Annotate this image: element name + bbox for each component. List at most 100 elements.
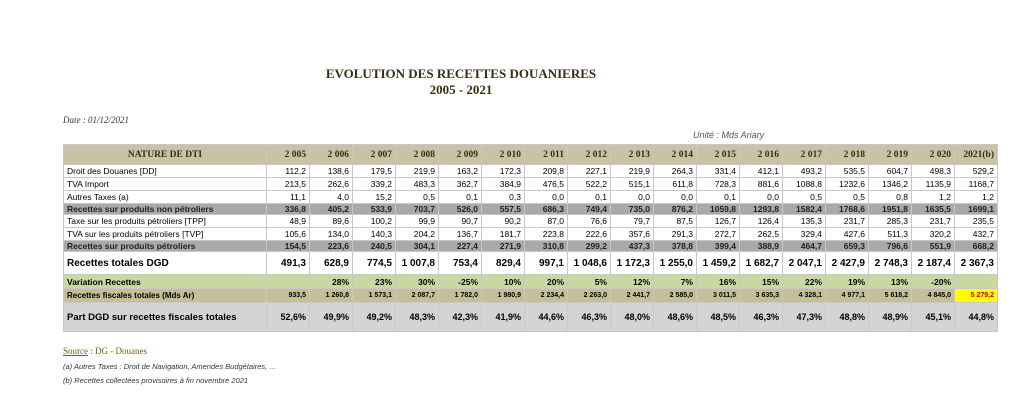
table-cell: 22% <box>782 274 826 289</box>
table-cell: 181,7 <box>481 227 525 241</box>
table-cell: 427,6 <box>825 227 869 241</box>
table-cell: 1768,6 <box>825 203 869 215</box>
table-cell: 0,1 <box>438 190 482 204</box>
header-year: 2 020 <box>911 144 955 165</box>
table-cell: 264,3 <box>653 164 697 178</box>
table-cell: 3 635,3 <box>739 288 783 303</box>
table-cell: 48,0% <box>610 302 654 332</box>
table-cell: 1 007,8 <box>395 251 439 275</box>
table-cell: 483,3 <box>395 177 439 191</box>
table-cell: 285,3 <box>868 214 912 228</box>
table-cell: 749,4 <box>567 203 611 215</box>
table-cell: 231,7 <box>911 214 955 228</box>
table-cell: 271,9 <box>481 240 525 252</box>
table-cell: 0,5 <box>395 190 439 204</box>
table-cell: 209,8 <box>524 164 568 178</box>
table-cell: 2 748,3 <box>868 251 912 275</box>
header-nature: NATURE DE DTI <box>63 144 267 165</box>
table-cell: 46,3% <box>567 302 611 332</box>
table-cell: 1135,9 <box>911 177 955 191</box>
table-cell: 140,3 <box>352 227 396 241</box>
table-cell: 2 585,0 <box>653 288 697 303</box>
table-cell: 90,7 <box>438 214 482 228</box>
row-label: TVA sur les produits pétroliers [TVP] <box>63 227 267 241</box>
table-cell: 100,2 <box>352 214 396 228</box>
report-title: EVOLUTION DES RECETTES DOUANIERES <box>325 66 597 81</box>
table-cell: 179,5 <box>352 164 396 178</box>
table-cell: 48,9 <box>266 214 310 228</box>
table-cell: 933,5 <box>266 288 310 303</box>
header-year: 2 010 <box>481 144 525 165</box>
table-cell: 336,8 <box>266 203 310 215</box>
table-cell: 997,1 <box>524 251 568 275</box>
table-cell: 299,2 <box>567 240 611 252</box>
table-row: Recettes sur produits pétroliers 154,5 223… <box>63 240 998 252</box>
table-cell: 3 011,5 <box>696 288 740 303</box>
table-cell: 796,6 <box>868 240 912 252</box>
table-cell: 48,9% <box>868 302 912 332</box>
table-cell: 4 977,1 <box>825 288 869 303</box>
header-year: 2 012 <box>567 144 611 165</box>
table-cell: 222,6 <box>567 227 611 241</box>
table-cell: 362,7 <box>438 177 482 191</box>
table-cell: 526,0 <box>438 203 482 215</box>
table-cell: 272,7 <box>696 227 740 241</box>
table-cell: 529,2 <box>954 164 998 178</box>
row-label: Variation Recettes <box>63 274 267 289</box>
table-cell: 28% <box>309 274 353 289</box>
report-period: 2005 - 2021 <box>429 82 493 97</box>
table-cell: 1346,2 <box>868 177 912 191</box>
table-row: Recettes totales DGD 491,3 628,9 774,5 1 007… <box>63 251 998 275</box>
row-label: Part DGD sur recettes fiscales totales <box>63 302 267 332</box>
table-cell: 2 367,3 <box>954 251 998 275</box>
table-cell: 399,4 <box>696 240 740 252</box>
table-cell: 0,1 <box>696 190 740 204</box>
footnote-a: (a) Autres Taxes : Droit de Navigation, … <box>63 362 276 371</box>
table-cell: 23% <box>352 274 396 289</box>
table-cell: 628,9 <box>309 251 353 275</box>
table-cell: 0,0 <box>610 190 654 204</box>
table-cell: 876,2 <box>653 203 697 215</box>
table-cell: 172,3 <box>481 164 525 178</box>
row-label: Recettes totales DGD <box>63 251 267 275</box>
table-cell: 44,8% <box>954 302 998 332</box>
customs-revenue-table: NATURE DE DTI 2 005 2 006 2 007 2 008 2 009 2 … <box>63 144 998 332</box>
table-cell: 30% <box>395 274 439 289</box>
header-year: 2 013 <box>610 144 654 165</box>
table-cell: 48,5% <box>696 302 740 332</box>
table-cell: 45,1% <box>911 302 955 332</box>
table-cell: 703,7 <box>395 203 439 215</box>
table-cell: 405,2 <box>309 203 353 215</box>
table-row: Autres Taxes (a) 11,1 4,0 15,2 0,5 0,1 0,3 0,0 0… <box>63 190 998 204</box>
table-cell: 1 782,0 <box>438 288 482 303</box>
table-cell: 329,4 <box>782 227 826 241</box>
table-cell: 1059,8 <box>696 203 740 215</box>
table-cell: 0,0 <box>524 190 568 204</box>
table-cell: 2 087,7 <box>395 288 439 303</box>
table-row: TVA Import 213,5 262,6 339,2 483,3 362,7 384,9… <box>63 177 998 191</box>
table-cell: 735,0 <box>610 203 654 215</box>
table-cell: 0,1 <box>567 190 611 204</box>
table-cell: 136,7 <box>438 227 482 241</box>
table-cell: 1293,8 <box>739 203 783 215</box>
table-cell: 339,2 <box>352 177 396 191</box>
table-cell: 13% <box>868 274 912 289</box>
table-cell: 240,5 <box>352 240 396 252</box>
table-cell: 320,2 <box>911 227 955 241</box>
table-cell: 753,4 <box>438 251 482 275</box>
header-year: 2 011 <box>524 144 568 165</box>
table-cell: 163,2 <box>438 164 482 178</box>
table-cell: 535,5 <box>825 164 869 178</box>
row-label: Taxe sur les produits pétroliers [TPP] <box>63 214 267 228</box>
table-header-row: NATURE DE DTI 2 005 2 006 2 007 2 008 2 009 2 … <box>63 144 998 165</box>
table-cell: 1951,8 <box>868 203 912 215</box>
table-cell: 262,6 <box>309 177 353 191</box>
table-cell: 11,1 <box>266 190 310 204</box>
table-cell: 1 048,6 <box>567 251 611 275</box>
header-year: 2 014 <box>653 144 697 165</box>
table-cell: 138,6 <box>309 164 353 178</box>
table-cell: 491,3 <box>266 251 310 275</box>
table-cell: 357,6 <box>610 227 654 241</box>
table-cell: 437,3 <box>610 240 654 252</box>
table-cell <box>266 274 310 289</box>
